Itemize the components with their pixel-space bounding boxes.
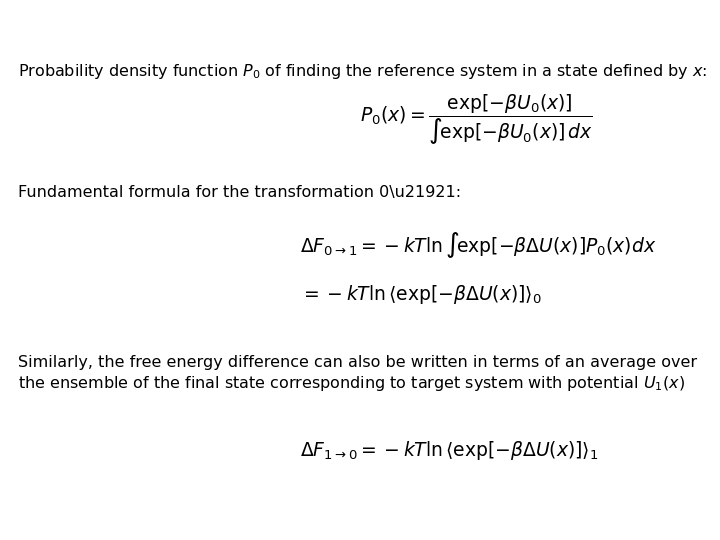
Text: $P_0(x)=\dfrac{\exp[-\beta U_0(x)]}{\int\!\exp[-\beta U_0(x)]\,dx}$: $P_0(x)=\dfrac{\exp[-\beta U_0(x)]}{\int…: [360, 92, 593, 147]
Text: Similarly, the free energy difference can also be written in terms of an average: Similarly, the free energy difference ca…: [18, 355, 697, 370]
Text: $\Delta F_{0\to1} =-kT\ln\int\!\exp[-\beta\Delta U(x)]P_0(x)dx$: $\Delta F_{0\to1} =-kT\ln\int\!\exp[-\be…: [300, 230, 657, 260]
Text: $=-kT\ln\langle\exp[-\beta\Delta U(x)]\rangle_0$: $=-kT\ln\langle\exp[-\beta\Delta U(x)]\r…: [300, 284, 542, 307]
Text: Fundamental formula for the transformation 0\u21921:: Fundamental formula for the transformati…: [18, 185, 461, 200]
Text: UNIVERSITY®: UNIVERSITY®: [35, 30, 87, 39]
FancyBboxPatch shape: [3, 4, 24, 14]
Text: TEMPLE: TEMPLE: [35, 3, 120, 22]
FancyBboxPatch shape: [16, 38, 24, 42]
FancyBboxPatch shape: [3, 38, 12, 42]
Text: $\Delta F_{1\to0} =-kT\ln\langle\exp[-\beta\Delta U(x)]\rangle_1$: $\Delta F_{1\to0} =-kT\ln\langle\exp[-\b…: [300, 438, 598, 462]
FancyBboxPatch shape: [6, 4, 22, 42]
Text: the ensemble of the final state corresponding to target system with potential $U: the ensemble of the final state correspo…: [18, 374, 685, 393]
Text: Probability density function $P_0$ of finding the reference system in a state de: Probability density function $P_0$ of fi…: [18, 62, 707, 81]
